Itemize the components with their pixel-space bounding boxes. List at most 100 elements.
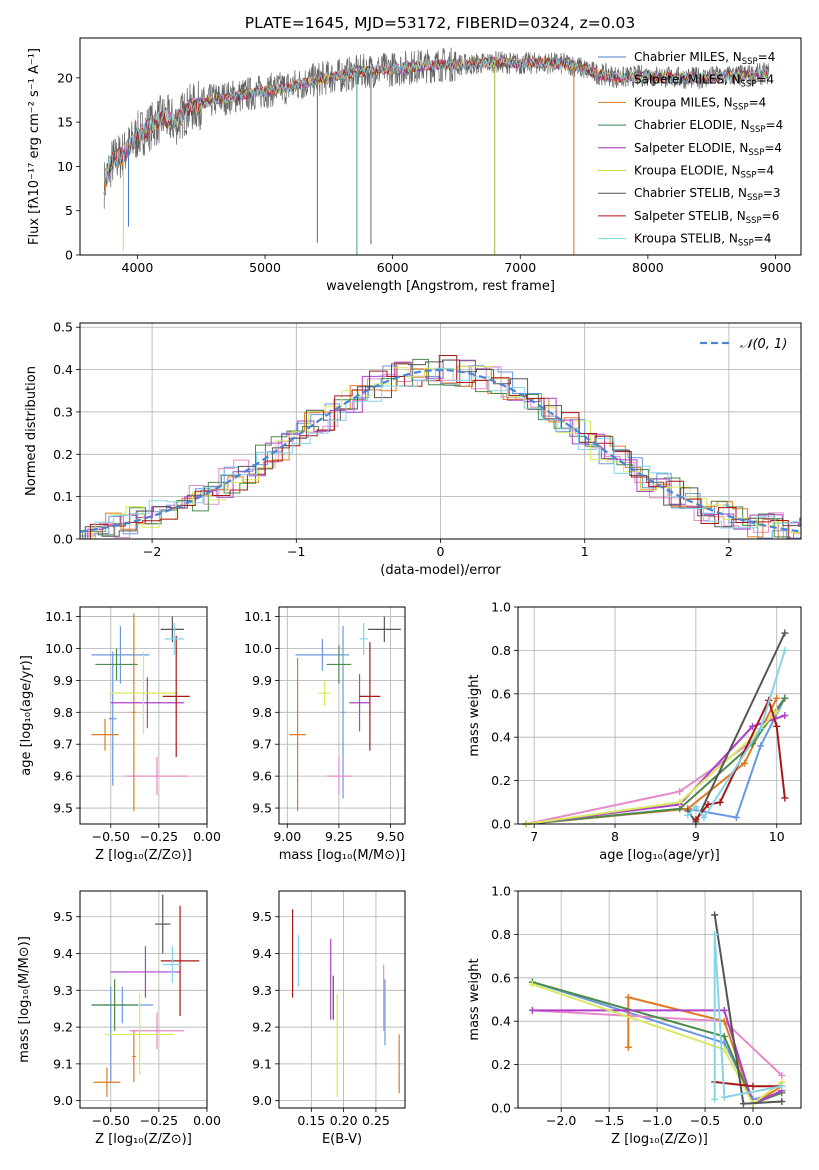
axes-frame	[278, 606, 406, 825]
x-axis-label: (data-model)/error	[380, 563, 501, 578]
x-tick-label: 0.20	[330, 1113, 358, 1128]
x-tick-label: 10	[769, 829, 785, 844]
y-tick-label: 9.0	[252, 1093, 272, 1108]
x-tick-label: −2	[143, 544, 161, 559]
legend-name: Kroupa STELIB, N	[634, 232, 738, 246]
axes-frame	[79, 322, 802, 540]
data-marker	[773, 707, 781, 715]
figure-title: PLATE=1645, MJD=53172, FIBERID=0324, z=0…	[245, 14, 635, 32]
legend-label: Kroupa ELODIE, NSSP=4	[634, 164, 774, 181]
y-tick-label: 10.1	[45, 609, 73, 624]
y-tick-label: 0.0	[491, 817, 511, 832]
data-marker	[720, 1006, 728, 1014]
data-marker	[676, 798, 684, 806]
x-tick-label: 7	[530, 829, 538, 844]
x-tick-label: 8	[611, 829, 619, 844]
legend-label: Chabrier MILES, NSSP=4	[634, 50, 775, 67]
data-marker	[676, 787, 684, 795]
data-marker	[624, 993, 632, 1001]
y-tick-label: 0.6	[491, 686, 511, 701]
legend-subscript: SSP	[733, 102, 749, 112]
legend-name: Salpeter STELIB, N	[634, 209, 746, 223]
legend-value: =4	[766, 118, 784, 132]
x-axis-label: Z [log₁₀(Z/Z⊙)]	[95, 1132, 192, 1147]
data-marker	[739, 1100, 747, 1108]
x-tick-label: −1.0	[642, 1113, 672, 1128]
y-tick-label: 9.5	[53, 801, 73, 816]
legend-value: =4	[756, 164, 774, 178]
x-tick-label: 9.50	[377, 829, 405, 844]
legend-subscript: SSP	[742, 57, 758, 67]
y-axis-label: mass weight	[467, 674, 482, 756]
data-marker	[720, 1032, 728, 1040]
axes-frame	[79, 606, 208, 825]
residual-histogram	[80, 359, 801, 539]
x-axis-label: wavelength [Angstrom, rest frame]	[326, 279, 555, 294]
data-marker	[748, 722, 756, 730]
data-marker	[757, 725, 765, 733]
y-axis-label: mass weight	[467, 958, 482, 1040]
legend-name: Kroupa ELODIE, N	[634, 164, 741, 178]
legend-label: Salpeter STELIB, NSSP=6	[634, 209, 779, 226]
y-tick-label: 0	[65, 248, 73, 263]
axes-frame	[278, 890, 406, 1109]
y-axis-label: Flux [fλ10⁻¹⁷ erg cm⁻² s⁻¹ A⁻¹]	[27, 48, 42, 245]
normal-curve	[79, 368, 802, 533]
residual-histogram	[80, 359, 801, 539]
residual-histogram	[80, 366, 801, 539]
y-tick-label: 9.3	[252, 983, 272, 998]
x-tick-label: 8000	[632, 260, 664, 275]
y-tick-label: 1.0	[491, 884, 511, 899]
legend-name: Kroupa MILES, N	[634, 95, 733, 109]
y-tick-label: 9.5	[252, 801, 272, 816]
axes-frame	[517, 890, 802, 1109]
x-tick-label: −1	[287, 544, 305, 559]
legend-label: 𝒩(0, 1)	[740, 337, 787, 352]
legend-name: Salpeter ELODIE, N	[634, 141, 748, 155]
legend-subscript: SSP	[741, 171, 757, 181]
legend-name: Chabrier STELIB, N	[634, 186, 747, 200]
x-tick-label: 7000	[504, 260, 536, 275]
mass-vs-z-panel: −0.50 −0.25 0.00 9.0 9.1 9.2 9.3 9.4 9.5 Z [log₁₀…	[17, 890, 221, 1147]
data-marker	[740, 759, 748, 767]
y-tick-label: 5	[65, 203, 73, 218]
legend-label: Chabrier STELIB, NSSP=3	[634, 186, 781, 203]
x-tick-label: 9.00	[273, 829, 301, 844]
data-marker	[528, 980, 536, 988]
x-tick-label: 2	[725, 544, 733, 559]
data-marker	[773, 722, 781, 730]
y-tick-label: 0.2	[53, 447, 73, 462]
y-tick-label: 9.5	[252, 909, 272, 924]
legend-value: =3	[763, 186, 781, 200]
data-marker	[692, 816, 700, 824]
y-tick-label: 9.9	[252, 673, 272, 688]
y-tick-label: 0.2	[491, 1057, 511, 1072]
y-tick-label: 9.0	[53, 1093, 73, 1108]
y-tick-label: 0.0	[53, 532, 73, 547]
series-line	[525, 714, 786, 825]
legend-subscript: SSP	[750, 125, 766, 135]
series-line	[695, 697, 786, 821]
legend-label: Salpeter ELODIE, NSSP=4	[634, 141, 782, 158]
legend-subscript: SSP	[747, 193, 763, 203]
y-tick-label: 9.2	[252, 1020, 272, 1035]
y-tick-label: 9.7	[53, 737, 73, 752]
y-tick-label: 10.0	[45, 641, 73, 656]
data-marker	[781, 694, 789, 702]
y-tick-label: 9.8	[252, 705, 272, 720]
legend-name: Chabrier MILES, N	[634, 50, 742, 64]
axes-frame	[79, 37, 802, 256]
legend-value: =6	[762, 209, 780, 223]
y-tick-label: 1.0	[491, 600, 511, 615]
y-axis-label: Normed distribution	[24, 366, 39, 496]
y-tick-label: 9.2	[53, 1020, 73, 1035]
y-tick-label: 10	[57, 159, 73, 174]
legend-subscript: SSP	[748, 148, 764, 158]
axes-frame	[79, 890, 208, 1109]
data-marker	[781, 646, 789, 654]
y-tick-label: 0.1	[53, 489, 73, 504]
residual-histogram	[80, 355, 801, 539]
y-tick-label: 0.3	[53, 404, 73, 419]
